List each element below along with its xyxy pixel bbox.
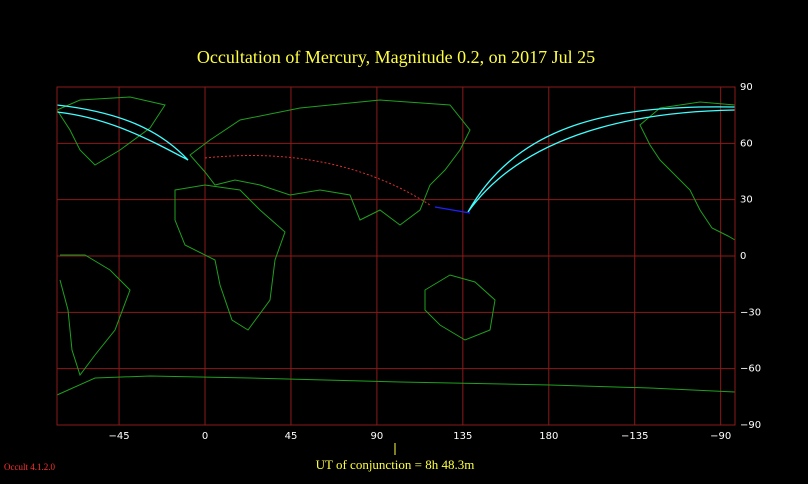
north-america <box>639 101 736 241</box>
x-tick-label: 135 <box>453 431 472 442</box>
y-tick-label: −60 <box>740 364 761 375</box>
y-tick-label: −90 <box>740 420 761 431</box>
version-label: Occult 4.1.2.0 <box>4 462 55 472</box>
x-tick-label: 90 <box>371 431 384 442</box>
y-tick-label: 0 <box>740 251 746 262</box>
australia <box>424 274 496 341</box>
x-tick-label: −90 <box>710 431 731 442</box>
africa <box>174 184 286 331</box>
conjunction-label: UT of conjunction = 8h 48.3m <box>316 457 475 472</box>
y-tick-label: −30 <box>740 307 761 318</box>
x-tick-label: −135 <box>621 431 648 442</box>
europe-asia <box>189 99 471 226</box>
x-tick-label: 0 <box>202 431 208 442</box>
y-tick-label: 30 <box>740 195 753 206</box>
path-west <box>56 104 189 161</box>
map-frame <box>56 86 736 426</box>
x-tick-label: 45 <box>285 431 298 442</box>
grid <box>57 86 735 426</box>
x-tick-label: 180 <box>539 431 558 442</box>
title: Occultation of Mercury, Magnitude 0.2, o… <box>197 47 595 67</box>
occultation-paths <box>56 104 736 214</box>
y-tick-label: 90 <box>740 82 753 93</box>
y-tick-label: 60 <box>740 138 753 149</box>
x-tick-label: −45 <box>109 431 130 442</box>
greenland <box>56 96 166 166</box>
conjunction-track <box>204 155 431 206</box>
antarctica <box>56 375 736 396</box>
daylight-track <box>434 206 471 214</box>
coastlines <box>56 96 736 396</box>
south-america <box>59 254 131 377</box>
